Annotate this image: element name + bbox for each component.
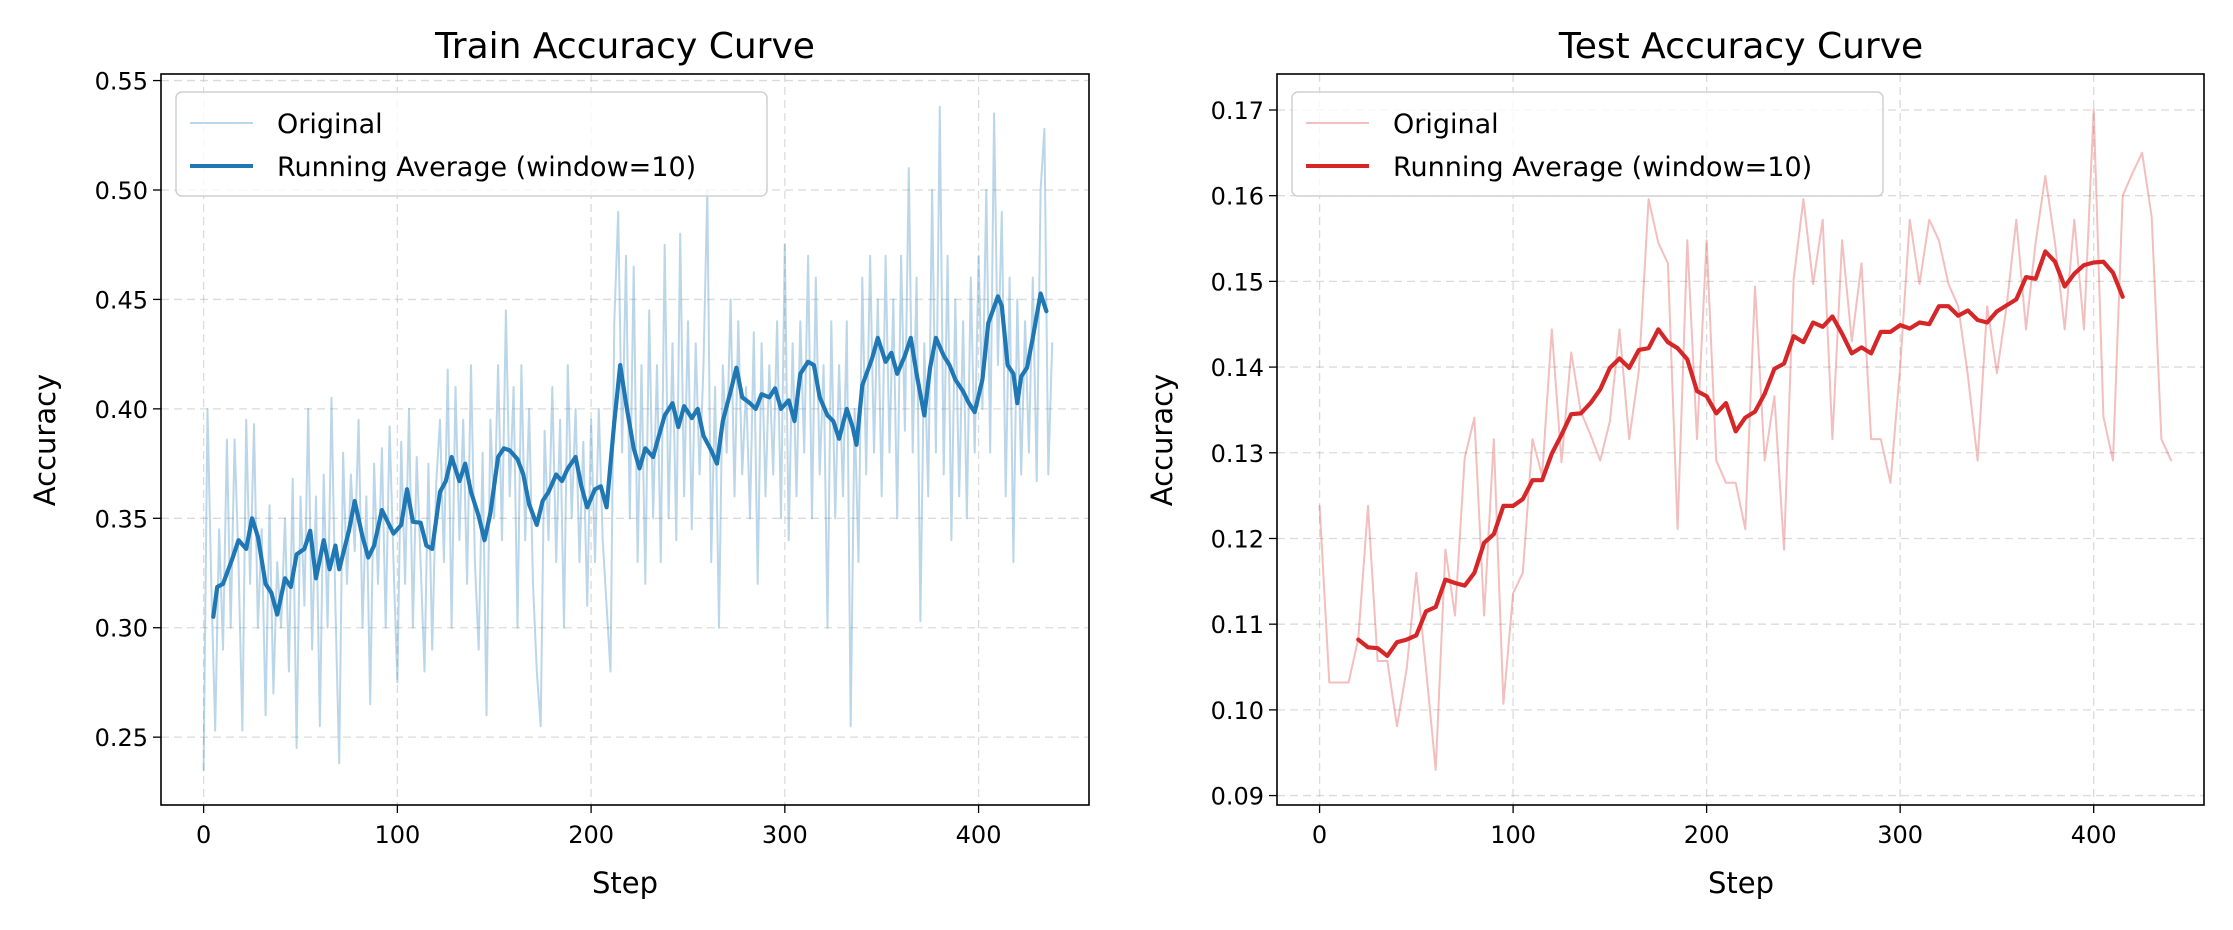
tick-labels: 0 100 200 300 400 0.25 0.30 0.35 0.40 0.45 0.50 0.5… — [95, 68, 1002, 849]
x-tick-label: 0 — [1312, 821, 1327, 849]
chart-title: Test Accuracy Curve — [1558, 26, 1923, 67]
legend: Original Running Average (window=10) — [1291, 91, 1884, 197]
series-lines — [160, 73, 1090, 806]
y-tick-label: 0.09 — [1211, 783, 1264, 811]
x-tick-label: 400 — [956, 821, 1002, 849]
y-tick-label: 0.25 — [95, 724, 148, 752]
axes-frame — [1276, 73, 2205, 806]
y-tick-label: 0.14 — [1211, 354, 1264, 382]
x-tick-label: 100 — [374, 821, 420, 849]
x-tick-label: 200 — [1684, 821, 1730, 849]
legend-box — [175, 91, 768, 197]
legend-label-original: Original — [1393, 109, 1499, 140]
series-line-original — [1318, 108, 2173, 771]
x-tick-label: 200 — [568, 821, 614, 849]
grid-lines — [1277, 74, 2204, 805]
y-tick-label: 0.15 — [1211, 268, 1264, 296]
y-tick-label: 0.12 — [1211, 525, 1264, 553]
x-tick-label: 300 — [1877, 821, 1923, 849]
y-tick-label: 0.30 — [95, 615, 148, 643]
x-axis-label: Step — [1708, 866, 1774, 900]
y-tick-label: 0.35 — [95, 505, 148, 533]
series-line-running-average — [211, 291, 1049, 619]
legend-label-running-average: Running Average (window=10) — [1393, 152, 1812, 183]
y-tick-label: 0.45 — [95, 286, 148, 314]
series-line-running-average — [1356, 249, 2125, 659]
x-axis-label: Step — [592, 866, 658, 900]
x-tick-label: 0 — [196, 821, 211, 849]
legend-box — [1291, 91, 1884, 197]
series-line-original — [202, 105, 1054, 771]
series-lines — [1276, 73, 2205, 806]
legend: Original Running Average (window=10) — [175, 91, 768, 197]
y-axis-label: Accuracy — [1145, 374, 1179, 506]
y-tick-label: 0.40 — [95, 396, 148, 424]
y-tick-label: 0.10 — [1211, 697, 1264, 725]
x-tick-label: 400 — [2071, 821, 2117, 849]
x-tick-label: 300 — [762, 821, 808, 849]
legend-label-original: Original — [277, 109, 383, 140]
y-tick-label: 0.17 — [1211, 97, 1264, 125]
chart-title: Train Accuracy Curve — [434, 26, 815, 67]
y-tick-label: 0.16 — [1211, 183, 1264, 211]
axes-frame — [160, 73, 1090, 806]
legend-label-running-average: Running Average (window=10) — [277, 152, 696, 183]
y-tick-label: 0.11 — [1211, 611, 1264, 639]
tick-labels: 0 100 200 300 400 0.09 0.10 0.11 0.12 0.13 0.14 0.1… — [1211, 97, 2117, 849]
x-tick-label: 100 — [1490, 821, 1536, 849]
test-accuracy-chart: Test Accuracy Curve Step Accuracy 0 100 20… — [1145, 26, 2205, 900]
y-axis-label: Accuracy — [28, 374, 62, 506]
y-tick-label: 0.50 — [95, 177, 148, 205]
y-tick-label: 0.55 — [95, 68, 148, 96]
train-accuracy-chart: Train Accuracy Curve Step Accuracy 0 100 2… — [28, 26, 1090, 900]
y-tick-label: 0.13 — [1211, 440, 1264, 468]
